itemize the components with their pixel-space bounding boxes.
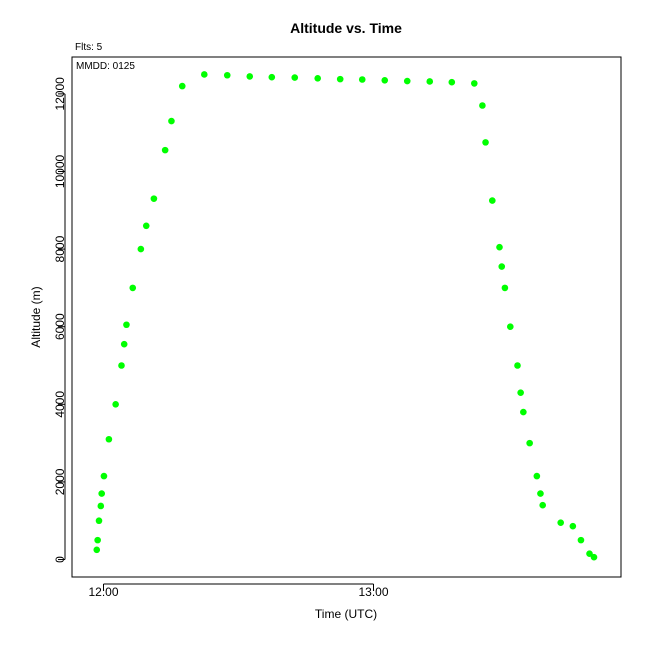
data-point xyxy=(482,139,489,146)
data-point xyxy=(526,439,533,447)
data-point xyxy=(539,501,546,509)
data-point xyxy=(120,340,128,348)
y-tick-label: 10000 xyxy=(53,154,67,188)
data-point xyxy=(590,553,598,561)
data-point xyxy=(142,222,150,230)
data-point xyxy=(403,77,411,85)
data-point xyxy=(246,73,254,80)
data-point xyxy=(105,435,113,443)
y-tick-label: 6000 xyxy=(53,313,67,340)
data-point xyxy=(95,517,103,525)
y-tick-label: 8000 xyxy=(53,235,67,262)
x-axis-label: Time (UTC) xyxy=(315,607,377,621)
data-point xyxy=(507,323,514,331)
data-points xyxy=(93,71,598,561)
data-point xyxy=(178,82,186,90)
data-point xyxy=(496,243,503,251)
y-axis-label: Altitude (m) xyxy=(29,286,43,347)
data-point xyxy=(223,71,231,79)
data-point xyxy=(520,408,527,416)
y-tick-label: 0 xyxy=(53,556,67,563)
data-point xyxy=(517,389,524,396)
data-point xyxy=(168,117,175,125)
data-point xyxy=(112,401,119,408)
data-point xyxy=(150,195,158,202)
data-point xyxy=(201,71,208,78)
data-point xyxy=(498,263,506,270)
data-point xyxy=(93,546,101,554)
data-point xyxy=(489,197,496,204)
data-point xyxy=(448,78,456,86)
data-point xyxy=(586,550,593,558)
x-tick-label: 13:00 xyxy=(358,585,388,599)
data-point xyxy=(514,362,521,369)
x-axis: 12:00 13:00 xyxy=(88,583,389,599)
data-point xyxy=(471,80,478,87)
data-point xyxy=(336,75,344,83)
data-point xyxy=(161,146,169,154)
flights-annotation: Flts: 5 xyxy=(75,42,103,53)
data-point xyxy=(479,102,486,109)
plot-area-frame xyxy=(71,56,622,578)
y-tick-label: 12000 xyxy=(53,77,67,111)
y-axis: 0 2000 4000 6000 8000 10000 12000 xyxy=(53,77,67,563)
data-point xyxy=(100,472,108,480)
data-point xyxy=(577,536,585,544)
data-point xyxy=(291,74,299,81)
data-point xyxy=(123,321,130,329)
data-point xyxy=(537,490,544,497)
data-point xyxy=(98,490,105,497)
data-point xyxy=(569,522,577,530)
date-annotation: MMDD: 0125 xyxy=(76,61,135,72)
data-point xyxy=(94,536,101,544)
data-point xyxy=(118,362,125,369)
data-point xyxy=(358,76,366,83)
data-point xyxy=(426,78,434,85)
data-point xyxy=(381,76,389,84)
x-tick-label: 12:00 xyxy=(88,585,118,599)
data-point xyxy=(533,472,541,480)
data-point xyxy=(268,73,276,81)
data-point xyxy=(129,284,137,292)
data-point xyxy=(314,75,322,82)
y-tick-label: 4000 xyxy=(53,391,67,418)
data-point xyxy=(97,502,105,510)
data-point xyxy=(557,519,564,526)
data-point xyxy=(137,245,145,253)
chart-title: Altitude vs. Time xyxy=(290,20,402,36)
y-tick-label: 2000 xyxy=(53,468,67,495)
data-point xyxy=(501,284,509,292)
